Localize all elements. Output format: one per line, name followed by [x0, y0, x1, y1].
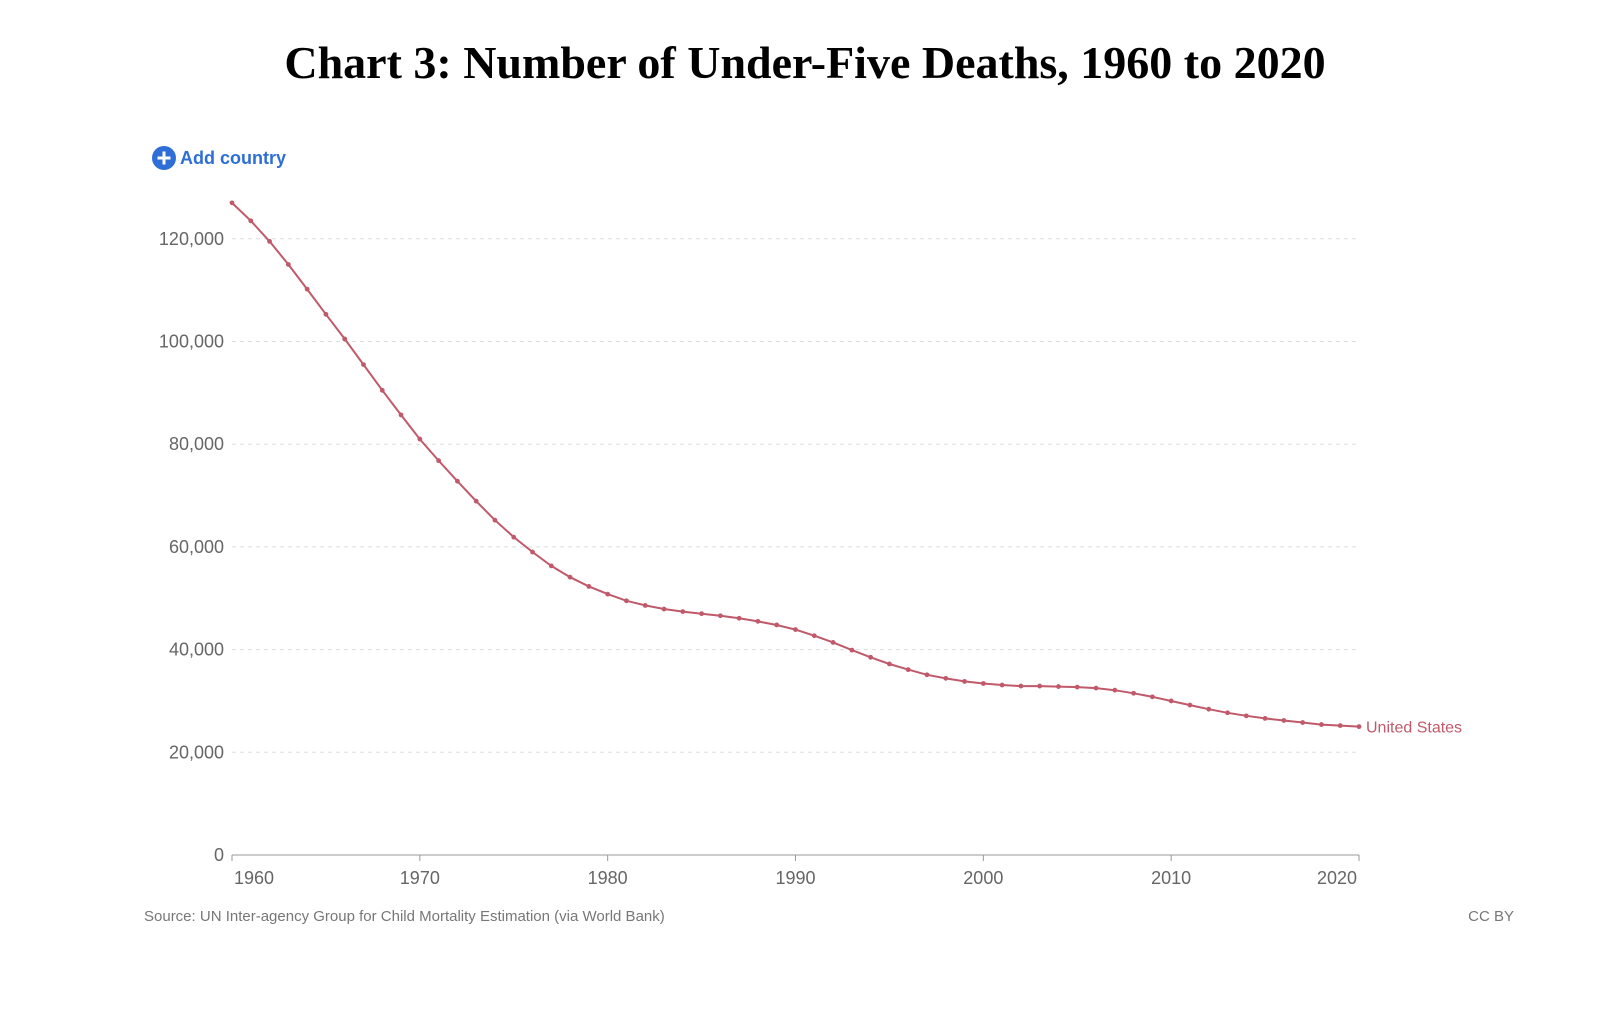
data-point [943, 675, 949, 681]
data-point [586, 584, 592, 589]
gridlines [232, 238, 1359, 753]
x-tick-label: 2020 [1317, 868, 1357, 888]
data-point [887, 661, 892, 667]
add-country-button[interactable]: Add country [152, 146, 286, 170]
data-point [492, 517, 498, 523]
data-point [605, 591, 611, 597]
data-point [1037, 683, 1043, 689]
data-point [699, 611, 704, 617]
x-tick-label: 1990 [775, 868, 815, 888]
data-point [717, 613, 723, 619]
data-point [1074, 684, 1080, 690]
data-point [924, 672, 930, 678]
x-tick-label: 1980 [588, 868, 628, 888]
data-point [267, 238, 272, 244]
data-point [342, 336, 348, 342]
data-point [567, 574, 573, 580]
y-tick-label: 120,000 [159, 229, 224, 249]
y-tick-label: 40,000 [169, 640, 224, 660]
data-point [285, 262, 291, 267]
data-point [680, 609, 686, 615]
data-point [1262, 716, 1268, 721]
data-point [530, 549, 535, 555]
data-point [1206, 706, 1212, 712]
data-point [248, 218, 254, 224]
series-label: United States [1366, 720, 1462, 737]
x-tick-label: 2000 [963, 868, 1003, 888]
data-point [1018, 683, 1024, 689]
data-point [1187, 702, 1193, 708]
add-country-label: Add country [180, 147, 286, 168]
data-point [1243, 713, 1249, 719]
license-link[interactable]: CC BY [1468, 908, 1514, 925]
data-point [868, 654, 874, 660]
data-point [398, 412, 404, 418]
data-point [1093, 685, 1099, 691]
plus-circle-icon [152, 146, 176, 170]
source-note: Source: UN Inter-agency Group for Child … [144, 908, 665, 925]
data-point [417, 436, 423, 442]
data-point [1337, 723, 1343, 728]
data-point [511, 534, 517, 540]
y-tick-label: 0 [214, 845, 224, 865]
x-tick-label: 1970 [400, 868, 440, 888]
data-point [811, 633, 817, 639]
y-tick-label: 80,000 [169, 434, 224, 454]
data-point [755, 618, 761, 624]
y-axis-tick-labels: 0 20,000 40,000 60,000 80,000 100,000 120,000 [159, 229, 224, 865]
data-point [1300, 720, 1306, 725]
data-point [455, 478, 460, 484]
data-point [1112, 687, 1118, 693]
data-point [1149, 694, 1155, 700]
data-point [999, 682, 1005, 688]
data-point [774, 622, 780, 628]
data-point [379, 387, 385, 393]
y-tick-label: 60,000 [169, 537, 224, 557]
x-tick-label: 2010 [1151, 868, 1191, 888]
y-tick-label: 20,000 [169, 742, 224, 762]
x-axis: 1960 1970 1980 1990 2000 2010 2020 [231, 854, 1360, 888]
data-point [793, 627, 798, 632]
data-point [1225, 710, 1230, 716]
data-point [980, 681, 986, 686]
data-point [1056, 684, 1061, 689]
series-line [231, 202, 1360, 728]
data-point [624, 598, 629, 604]
data-point [1281, 718, 1287, 723]
y-tick-label: 100,000 [159, 332, 224, 352]
data-point [642, 603, 648, 608]
series-group: United States [229, 200, 1462, 737]
data-point [436, 458, 442, 464]
data-point [830, 640, 836, 645]
data-point [304, 286, 310, 292]
data-point [661, 606, 667, 612]
data-point [473, 498, 479, 504]
data-point [962, 679, 967, 684]
data-point [1319, 722, 1324, 727]
data-point [323, 311, 329, 317]
x-tick-label: 1960 [234, 868, 274, 888]
data-point [736, 615, 742, 621]
page-title: Chart 3: Number of Under-Five Deaths, 19… [284, 37, 1326, 88]
data-point [229, 200, 235, 206]
data-point [361, 362, 366, 368]
data-point [548, 563, 554, 569]
data-point [1131, 690, 1136, 696]
data-point [1168, 698, 1174, 704]
data-point [905, 667, 911, 673]
data-point [1356, 724, 1362, 730]
data-point [849, 647, 855, 653]
